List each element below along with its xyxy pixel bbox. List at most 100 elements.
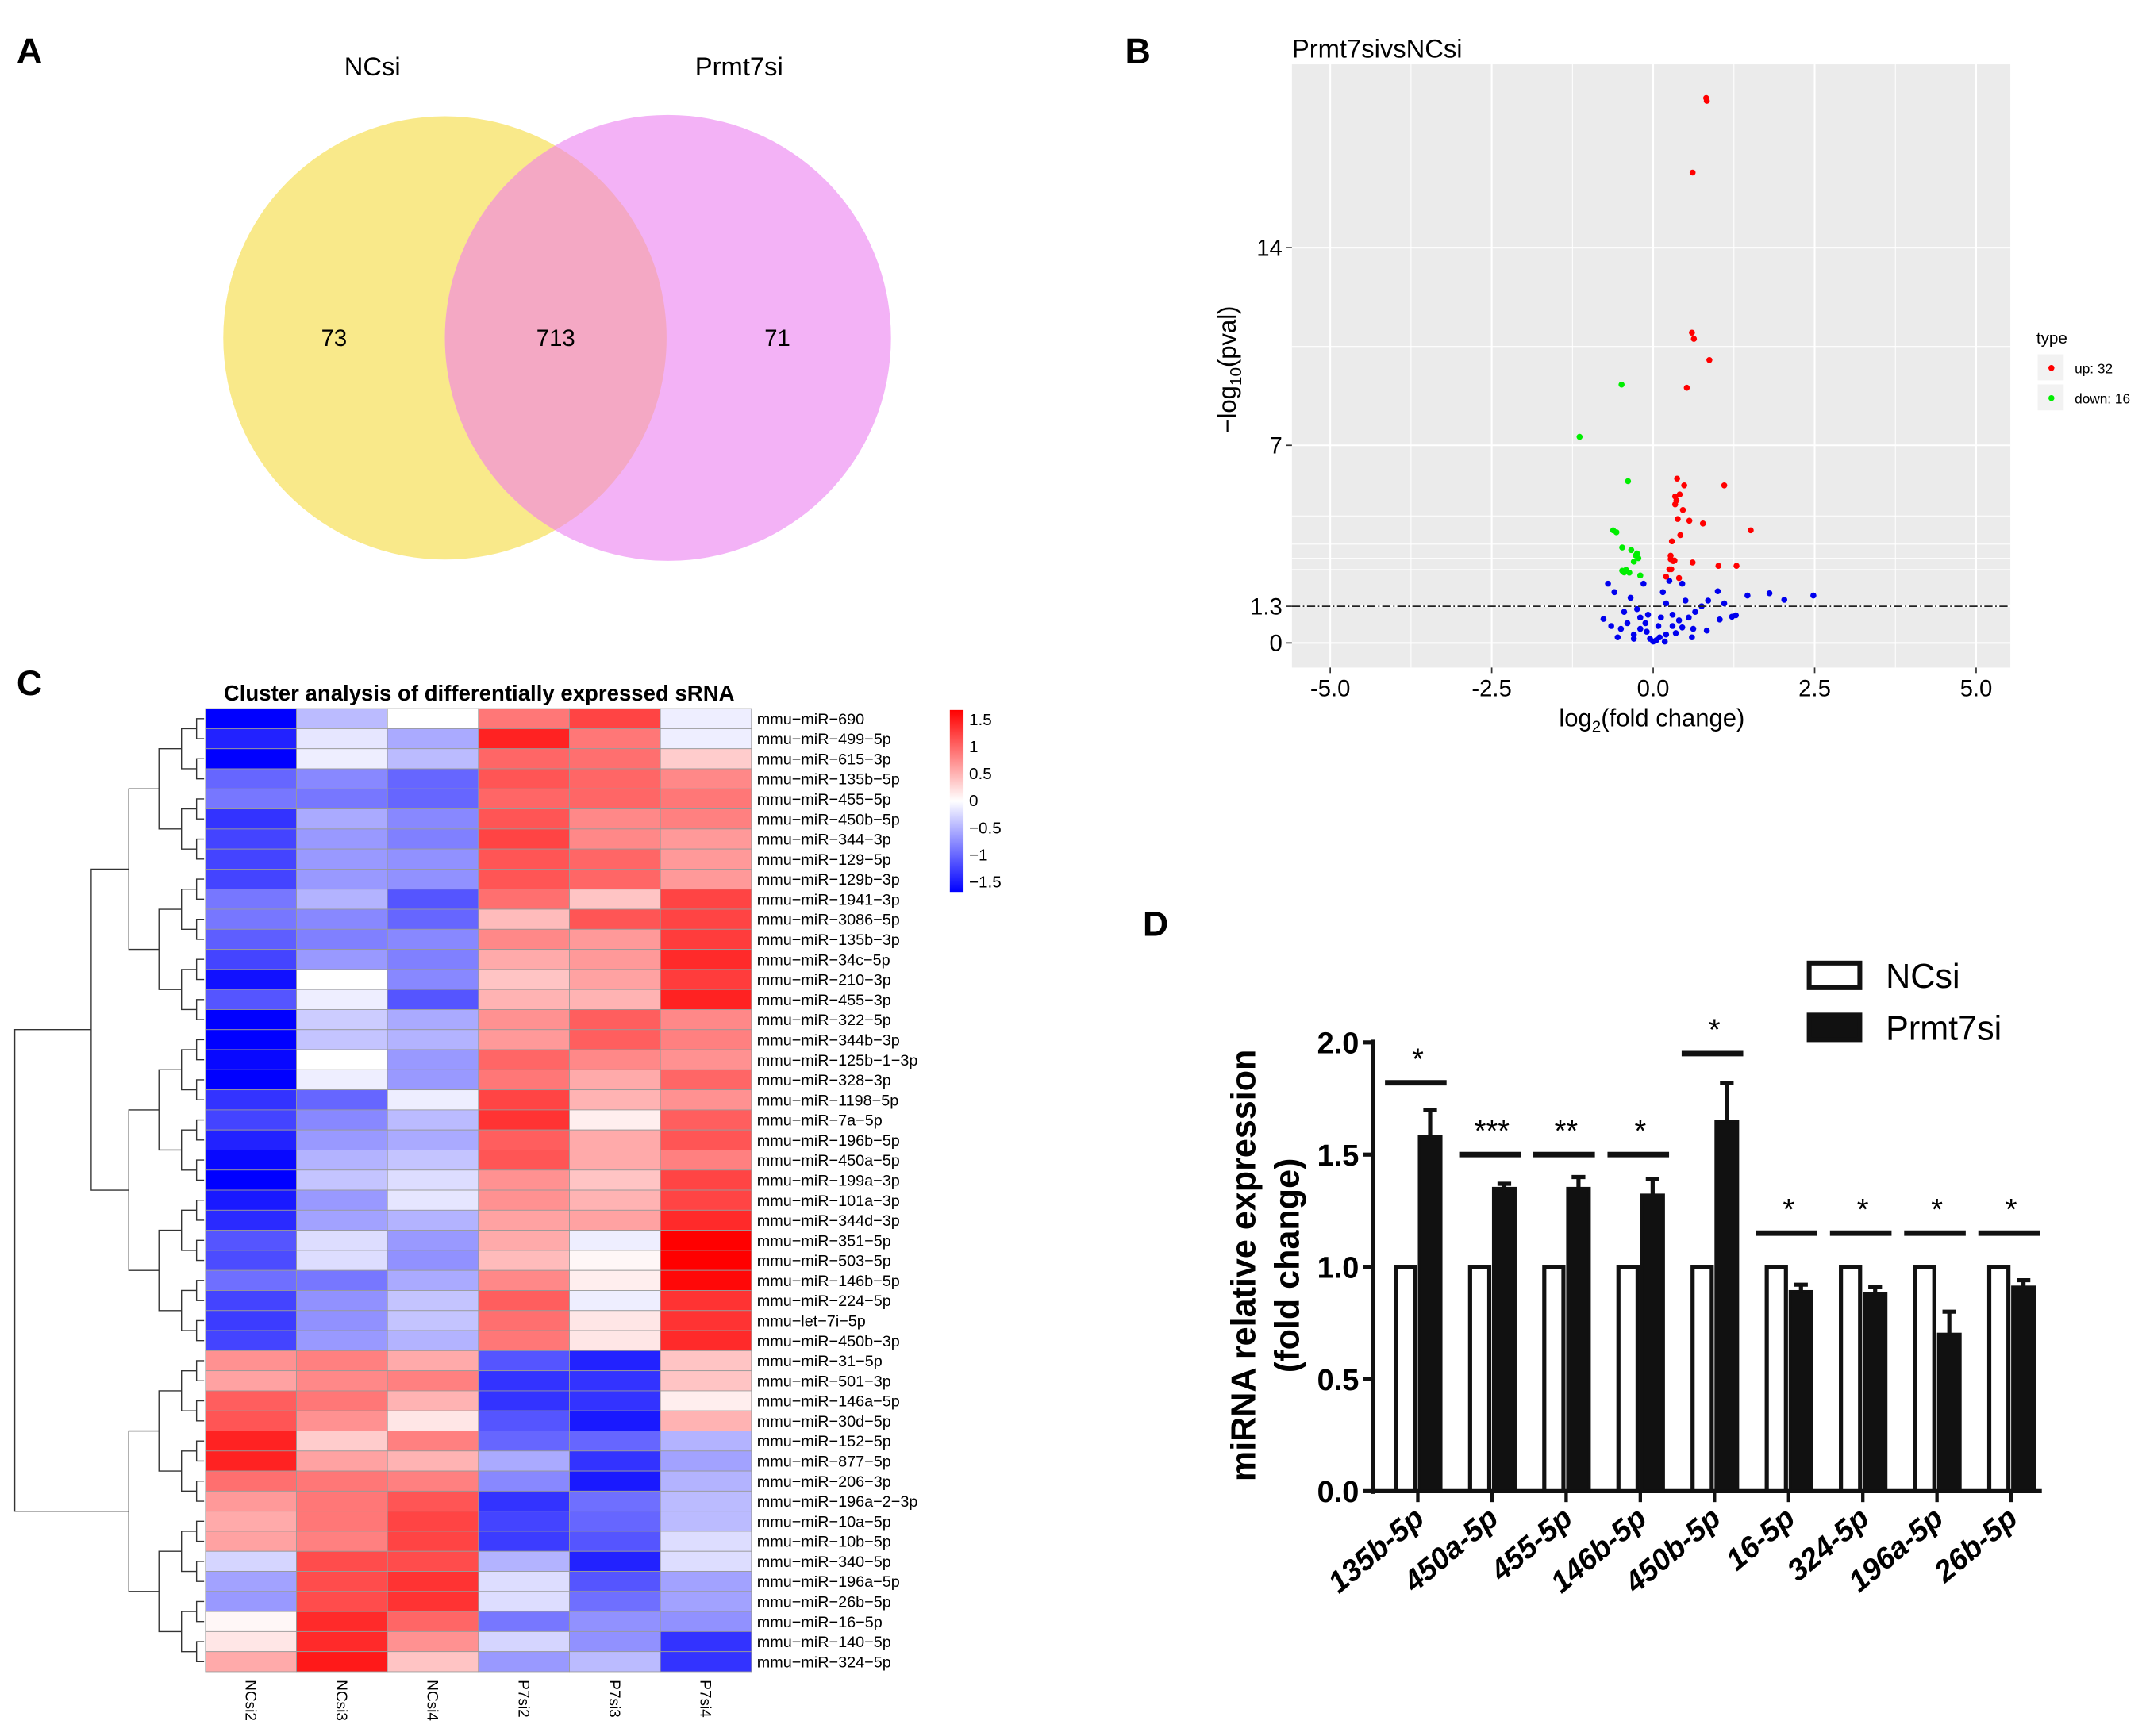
heatmap-title: Cluster analysis of differentially expre… xyxy=(224,681,735,705)
heatmap-cell xyxy=(387,1330,479,1351)
volcano-point-down xyxy=(1576,433,1583,440)
heatmap-cell xyxy=(660,928,752,951)
bar-ncsi xyxy=(1542,1265,1566,1493)
heatmap-cell xyxy=(205,1290,297,1312)
heatmap-cell xyxy=(296,1069,388,1091)
heatmap-cell xyxy=(296,1611,388,1632)
venn-count-ncsi-only: 73 xyxy=(321,325,348,351)
volcano-point-down xyxy=(1626,569,1633,576)
dendrogram-branch xyxy=(195,1520,205,1542)
heatmap-cell xyxy=(296,949,388,970)
heatmap-cell xyxy=(387,1410,479,1431)
heatmap-cell xyxy=(205,788,297,810)
heatmap-cell xyxy=(660,889,752,910)
heatmap-cell xyxy=(387,1490,479,1512)
heatmap-column-label: P7si2 xyxy=(514,1680,531,1717)
significance-marker: ** xyxy=(1555,1115,1579,1148)
dendrogram-branch xyxy=(195,1319,205,1342)
heatmap-cell xyxy=(660,869,752,890)
heatmap-cell xyxy=(660,1310,752,1331)
heatmap-cell xyxy=(296,1089,388,1111)
volcano-point-up xyxy=(1679,506,1686,513)
heatmap-row-label: mmu−miR−224−5p xyxy=(757,1292,891,1310)
heatmap-cell xyxy=(569,848,661,870)
heatmap-cell xyxy=(478,1009,570,1031)
heatmap-cell xyxy=(478,1511,570,1532)
heatmap-cell xyxy=(387,1230,479,1251)
heatmap-cell xyxy=(205,908,297,930)
bar-ncsi xyxy=(1616,1265,1640,1493)
heatmap-cell xyxy=(660,1029,752,1050)
volcano-point-down xyxy=(1625,478,1632,485)
heatmap-row-label: mmu−miR−344−3p xyxy=(757,832,891,849)
heatmap-cell xyxy=(387,989,479,1010)
heatmap-row-label: mmu−miR−1198−5p xyxy=(757,1092,899,1109)
volcano-point-ns xyxy=(1642,620,1649,627)
heatmap-cell xyxy=(660,1150,752,1171)
heatmap-cell xyxy=(387,788,479,810)
heatmap-cell xyxy=(296,788,388,810)
heatmap-cell xyxy=(660,708,752,729)
dendrogram-branch xyxy=(180,1049,197,1091)
heatmap-cell xyxy=(205,1029,297,1050)
heatmap-cell xyxy=(569,1230,661,1251)
heatmap-cell xyxy=(296,1049,388,1070)
dendrogram-branch xyxy=(158,1390,182,1472)
volcano-point-ns xyxy=(1659,589,1667,596)
volcano-point-ns xyxy=(1686,614,1692,621)
bar-ncsi xyxy=(1394,1265,1417,1493)
heatmap-cell xyxy=(569,728,661,750)
dendrogram-branch xyxy=(158,908,182,990)
heatmap-cell xyxy=(660,1269,752,1291)
volcano-point-ns xyxy=(1636,625,1644,632)
heatmap-cell xyxy=(569,1370,661,1392)
heatmap-cell xyxy=(387,1550,479,1572)
heatmap-cell xyxy=(296,1370,388,1392)
volcano-point-ns xyxy=(1630,636,1637,642)
heatmap-cell xyxy=(660,949,752,970)
heatmap-cell xyxy=(569,1511,661,1532)
volcano-y-tick-label: 1.3 xyxy=(1250,593,1283,620)
heatmap-cell xyxy=(205,1450,297,1472)
heatmap-cell xyxy=(478,1651,570,1673)
volcano-point-ns xyxy=(1658,614,1664,621)
heatmap-cell xyxy=(660,1390,752,1411)
heatmap-cell xyxy=(660,1431,752,1452)
bar-y-axis-label-line1: miRNA relative expression xyxy=(1225,1050,1263,1481)
volcano-x-axis-label: log2(fold change) xyxy=(1559,705,1744,736)
dendrogram-branch xyxy=(195,1641,205,1663)
heatmap-cell xyxy=(296,828,388,850)
volcano-point-ns xyxy=(1608,623,1614,629)
volcano-point-ns xyxy=(1644,628,1650,635)
heatmap-cell xyxy=(296,1189,388,1211)
volcano-point-up xyxy=(1689,169,1696,176)
heatmap-cell xyxy=(296,1470,388,1492)
heatmap-cell xyxy=(660,1591,752,1612)
volcano-point-up xyxy=(1675,574,1683,582)
heatmap-cell xyxy=(296,1209,388,1231)
dendrogram-branch xyxy=(195,718,205,739)
bar-prmt7si xyxy=(1936,1332,1962,1493)
heatmap-cell xyxy=(569,1431,661,1452)
volcano-point-up xyxy=(1675,516,1681,522)
heatmap-cell xyxy=(205,1169,297,1191)
heatmap-cell xyxy=(387,889,479,910)
bar-y-tick-label: 1.0 xyxy=(1317,1251,1360,1285)
heatmap-cell xyxy=(569,928,661,951)
heatmap-cell xyxy=(478,1571,570,1592)
heatmap-cell xyxy=(478,1209,570,1231)
heatmap-row-label: mmu−miR−199a−3p xyxy=(757,1172,900,1189)
dendrogram-branch xyxy=(195,1079,205,1100)
heatmap-cell xyxy=(205,1189,297,1211)
heatmap-row-label: mmu−miR−324−5p xyxy=(757,1653,891,1671)
heatmap-row-label: mmu−miR−26b−5p xyxy=(757,1594,891,1611)
significance-marker: * xyxy=(2006,1193,2017,1227)
heatmap-cell xyxy=(569,788,661,810)
heatmap-row-label: mmu−miR−351−5p xyxy=(757,1232,891,1250)
heatmap-cell xyxy=(660,1069,752,1091)
significance-marker: * xyxy=(1412,1043,1424,1076)
heatmap-cell xyxy=(296,1531,388,1552)
heatmap-cell xyxy=(296,969,388,990)
heatmap-cell xyxy=(387,828,479,850)
heatmap-cell xyxy=(478,969,570,990)
